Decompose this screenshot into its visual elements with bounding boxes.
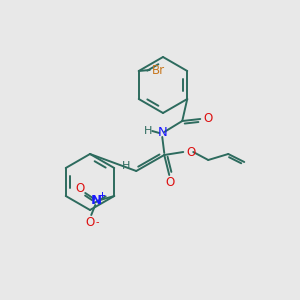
Text: O: O xyxy=(85,217,95,230)
Text: O: O xyxy=(186,146,196,158)
Text: N: N xyxy=(91,194,102,208)
Text: O: O xyxy=(166,176,175,188)
Text: +: + xyxy=(98,190,105,200)
Text: O: O xyxy=(203,112,212,125)
Text: -: - xyxy=(95,217,99,227)
Text: N: N xyxy=(158,127,167,140)
Text: Br: Br xyxy=(152,64,165,76)
Text: O: O xyxy=(76,182,85,194)
Text: H: H xyxy=(144,126,152,136)
Text: H: H xyxy=(122,161,130,171)
